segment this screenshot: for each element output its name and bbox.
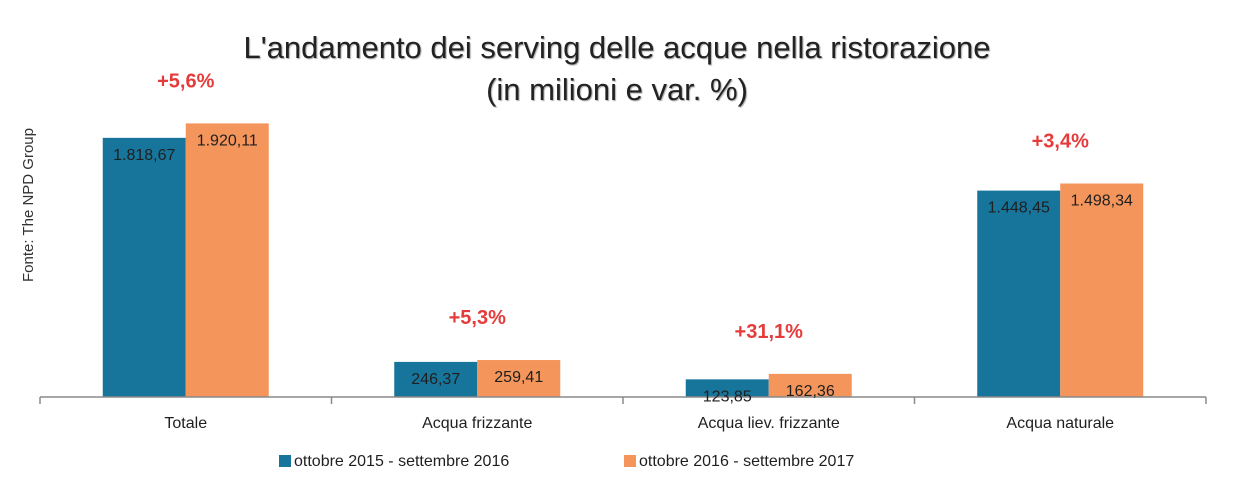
bar-series1-3 (685, 379, 769, 397)
legend-swatch (624, 455, 636, 467)
legend-swatch (279, 455, 291, 467)
data-label: 123,85 (703, 388, 752, 405)
category-label: Totale (164, 415, 207, 432)
bar-series2-1 (185, 123, 269, 397)
change-label: +5,6% (157, 70, 214, 92)
legend-label: ottobre 2015 - settembre 2016 (294, 453, 509, 470)
legend-label: ottobre 2016 - settembre 2017 (639, 453, 854, 470)
change-label: +5,3% (449, 307, 506, 329)
data-label: 1.920,11 (197, 132, 258, 149)
bar-series1-1 (102, 137, 186, 397)
chart-title: L'andamento dei serving delle acque nell… (244, 30, 991, 65)
bar-series1-2 (394, 361, 478, 397)
bar-series2-2 (477, 360, 561, 397)
data-label: 1.498,34 (1071, 192, 1133, 209)
data-label: 259,41 (494, 369, 543, 386)
category-label: Acqua naturale (1006, 415, 1114, 432)
source-note: Fonte: The NPD Group (20, 128, 37, 282)
change-label: +31,1% (735, 321, 804, 343)
chart-subtitle: (in milioni e var. %) (486, 72, 748, 107)
data-label: 162,36 (786, 383, 835, 400)
category-label: Acqua liev. frizzante (698, 415, 840, 432)
bar-series2-3 (768, 373, 852, 397)
data-label: 246,37 (411, 371, 460, 388)
bar-series2-4 (1060, 183, 1144, 397)
bar-series1-4 (977, 190, 1061, 397)
data-label: 1.448,45 (988, 200, 1050, 217)
change-label: +3,4% (1032, 130, 1089, 152)
data-label: 1.818,67 (113, 147, 175, 164)
category-label: Acqua frizzante (422, 415, 532, 432)
